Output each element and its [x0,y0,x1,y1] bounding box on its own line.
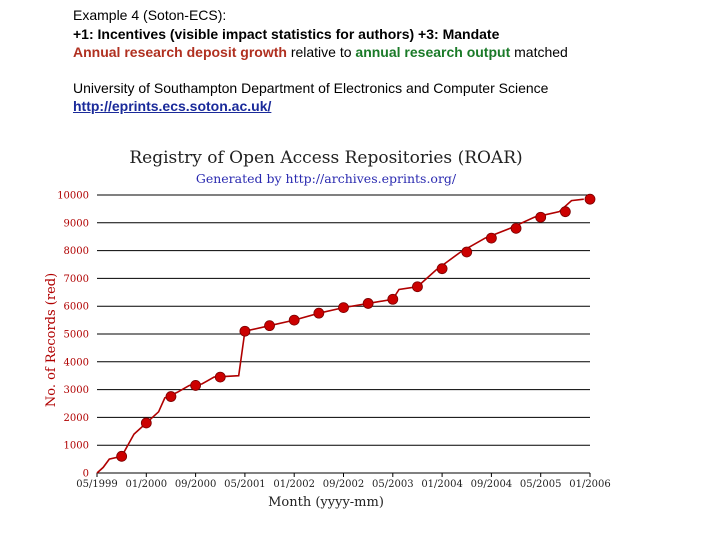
eprints-link[interactable]: http://eprints.ecs.soton.ac.uk/ [73,98,272,114]
data-point [140,417,152,429]
slide-header: Example 4 (Soton-ECS): +1: Incentives (v… [73,6,713,116]
x-tick-label: 09/2004 [471,479,513,490]
y-tick-labels: 0 1000 2000 3000 4000 5000 6000 7000 8000 9000 100… [57,191,89,480]
x-tick-label: 09/2000 [175,479,217,490]
x-tick-label: 05/2001 [224,479,266,490]
x-tick-label: 01/2004 [421,479,463,490]
y-tick-label: 10000 [57,191,89,202]
data-point [264,320,275,332]
department-line: University of Southampton Department of … [73,79,549,96]
incentives-line: +1: Incentives (visible impact statistic… [73,25,500,42]
data-point [412,281,423,293]
x-tick-label: 01/2000 [126,479,168,490]
data-point [338,302,349,313]
y-tick-label: 5000 [64,330,89,341]
roar-chart: Registry of Open Access Repositories (RO… [44,148,611,510]
y-tick-label: 1000 [64,441,89,452]
data-point [387,293,399,305]
y-tick-label: 2000 [64,413,89,424]
data-point [559,206,571,218]
data-point [461,246,473,258]
y-tick-label: 8000 [64,246,89,257]
y-tick-label: 3000 [64,385,89,396]
x-tick-label: 05/1999 [76,479,118,490]
chart-grid [97,194,590,474]
growth-red-text: Annual research deposit growth [73,44,287,60]
x-tick-label: 09/2002 [323,479,365,490]
y-tick-label: 4000 [64,357,89,368]
x-tick-label: 05/2005 [520,479,562,490]
data-point [288,314,300,326]
chart-title: Registry of Open Access Repositories (RO… [129,148,522,168]
y-tick-label: 9000 [64,218,89,229]
data-point [190,380,202,391]
series-line [96,198,584,474]
data-point [214,371,226,383]
x-tick-labels: 05/1999 01/2000 09/2000 05/2001 01/2002 09/20… [76,473,611,490]
data-point [313,307,325,319]
growth-line: Annual research deposit growth relative … [73,43,713,62]
data-point [510,222,522,234]
data-point [239,325,251,337]
series-markers [116,193,596,462]
growth-end-text: matched [510,44,568,60]
data-point [535,211,547,223]
y-tick-label: 6000 [64,302,89,313]
growth-green-text: annual research output [355,44,511,60]
chart-subtitle: Generated by http://archives.eprints.org… [196,171,457,186]
x-axis-label: Month (yyyy-mm) [268,495,384,510]
data-point [165,391,177,402]
data-point [362,298,374,309]
data-point [584,193,596,205]
data-point [436,263,448,275]
y-tick-label: 7000 [64,274,89,285]
x-tick-label: 01/2006 [569,479,611,490]
x-tick-label: 05/2003 [372,479,414,490]
y-tick-label: 0 [83,469,89,480]
data-point [485,232,497,244]
y-axis-label: No. of Records (red) [44,273,59,407]
growth-mid-text: relative to [286,44,356,60]
data-point [116,450,128,462]
x-tick-label: 01/2002 [273,479,315,490]
example-title: Example 4 (Soton-ECS): [73,7,227,23]
